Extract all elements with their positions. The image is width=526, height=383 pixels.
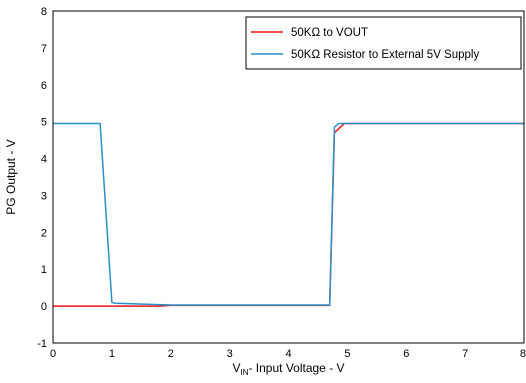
x-tick-label: 8 xyxy=(520,348,526,360)
x-axis-title-sub: IN xyxy=(240,368,248,377)
series-layer xyxy=(53,122,524,307)
x-axis-title-main: V xyxy=(232,361,240,375)
x-tick-label: 2 xyxy=(168,348,174,360)
y-tick-label: 7 xyxy=(41,43,47,55)
x-tick-label: 3 xyxy=(227,348,233,360)
y-tick-label: 5 xyxy=(41,117,47,129)
y-tick-label: 0 xyxy=(41,301,47,313)
series-line-0 xyxy=(53,122,524,307)
x-tick-label: 6 xyxy=(403,348,409,360)
y-tick-label: 6 xyxy=(41,80,47,92)
x-tick-label: 4 xyxy=(285,348,291,360)
legend-box xyxy=(245,16,522,70)
x-tick-label: 5 xyxy=(344,348,350,360)
y-tick-label: 2 xyxy=(41,227,47,239)
y-axis-title: PG Output - V xyxy=(4,139,18,214)
x-tick-label: 1 xyxy=(109,348,115,360)
x-tick-labels: 0 1 2 3 4 5 6 7 8 xyxy=(50,348,526,360)
y-tick-label: 3 xyxy=(41,190,47,202)
plot-frame xyxy=(52,10,525,344)
y-tick-label: -1 xyxy=(37,338,47,350)
legend-label-0: 50KΩ to VOUT xyxy=(291,27,368,39)
y-tick-label: 4 xyxy=(41,154,47,166)
legend-label-1: 50KΩ Resistor to External 5V Supply xyxy=(291,49,479,61)
y-tick-label: 8 xyxy=(41,6,47,18)
x-axis-title: VIN- Input Voltage - V xyxy=(232,361,344,377)
legend: 50KΩ to VOUT 50KΩ Resistor to External 5V… xyxy=(245,16,522,70)
x-tick-label: 7 xyxy=(462,348,468,360)
series-line-1 xyxy=(53,122,524,306)
y-tick-label: 1 xyxy=(41,264,47,276)
x-tick-label: 0 xyxy=(50,348,56,360)
x-axis-title-rest: - Input Voltage - V xyxy=(248,361,344,375)
y-tick-labels: -1 0 1 2 3 4 5 6 7 8 xyxy=(37,6,47,350)
